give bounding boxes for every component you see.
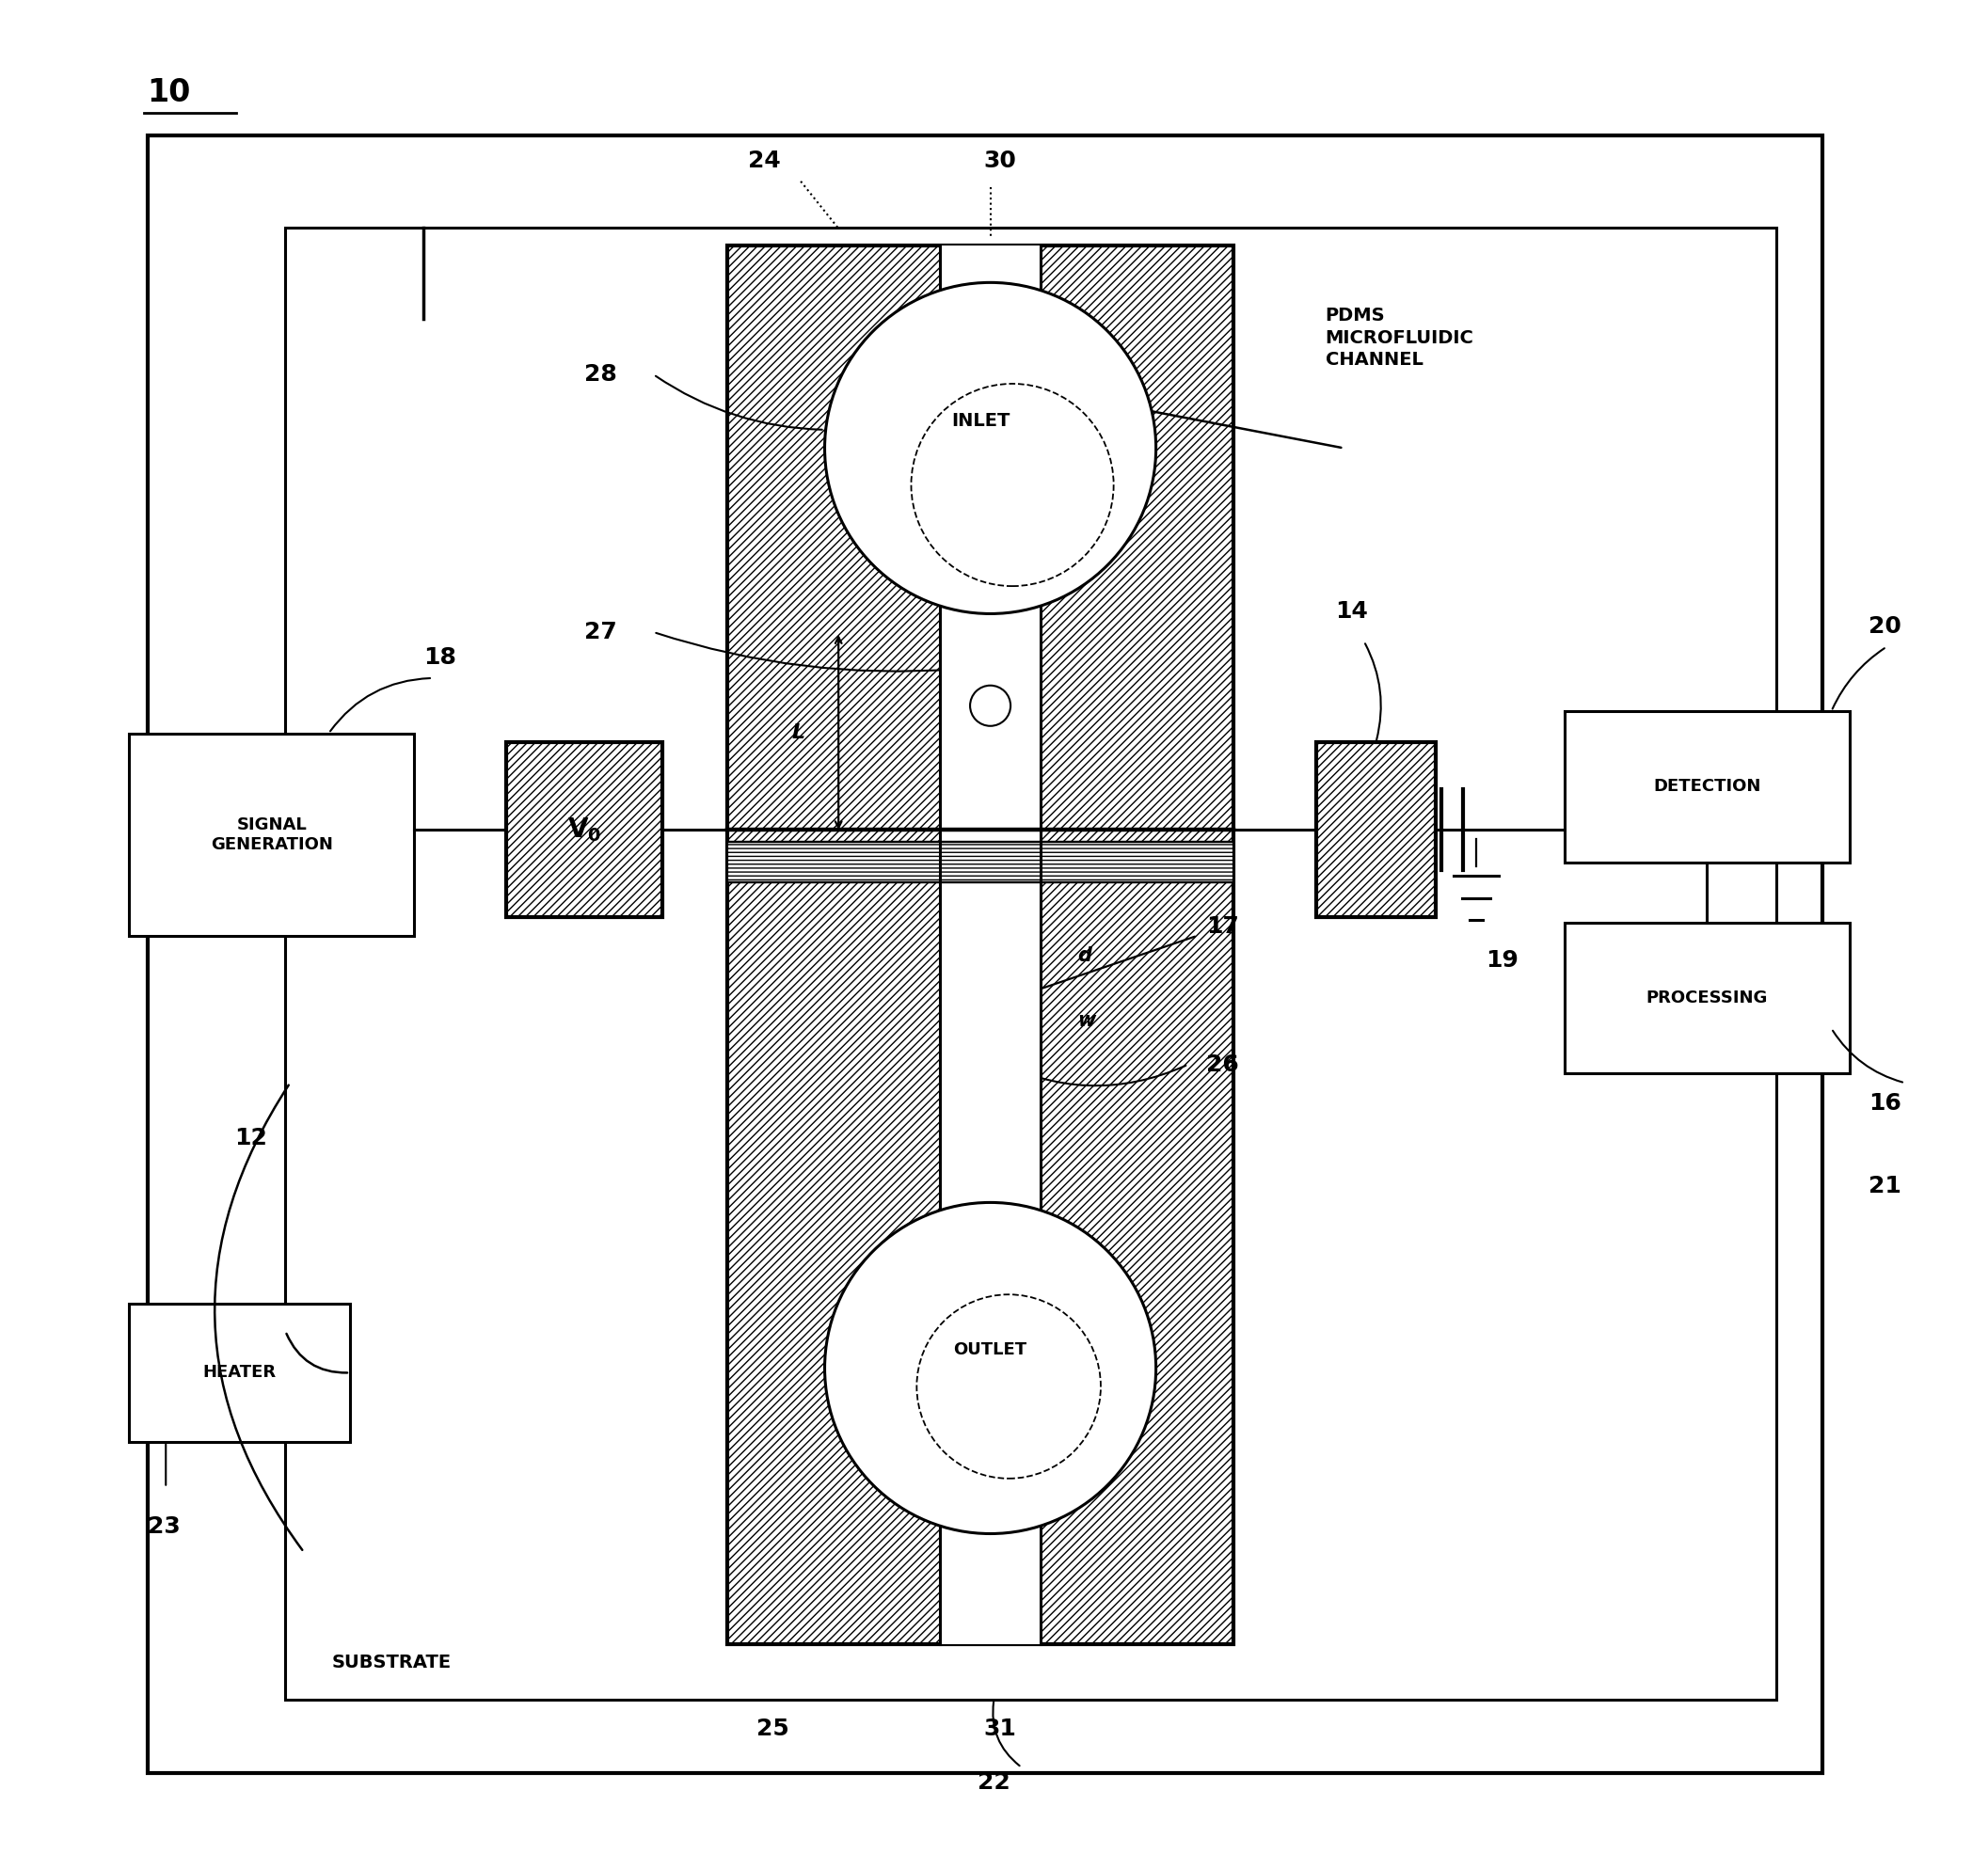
- Text: PDMS
MICROFLUIDIC
CHANNEL: PDMS MICROFLUIDIC CHANNEL: [1326, 308, 1473, 369]
- Bar: [1565, 923, 1849, 1073]
- Text: 16: 16: [1869, 1091, 1901, 1116]
- Bar: [1316, 743, 1435, 917]
- Bar: [129, 734, 414, 936]
- Text: HEATER: HEATER: [203, 1364, 276, 1380]
- Text: 10: 10: [147, 76, 191, 107]
- Text: 20: 20: [1869, 615, 1901, 637]
- Text: w: w: [1077, 1012, 1095, 1030]
- Bar: [728, 841, 1233, 882]
- Text: 27: 27: [584, 621, 616, 643]
- Bar: [507, 743, 662, 917]
- Text: 24: 24: [747, 150, 781, 172]
- Text: 18: 18: [423, 647, 457, 669]
- Bar: [940, 246, 1042, 1644]
- Bar: [1565, 712, 1849, 862]
- Text: $\mathbf{V_0}$: $\mathbf{V_0}$: [567, 815, 602, 843]
- Text: d: d: [1077, 947, 1091, 965]
- Bar: [129, 1305, 350, 1442]
- Text: 14: 14: [1336, 600, 1368, 623]
- Text: SUBSTRATE: SUBSTRATE: [332, 1655, 451, 1671]
- Text: 17: 17: [1207, 915, 1239, 938]
- Bar: [286, 228, 1775, 1699]
- Text: 25: 25: [757, 1718, 789, 1740]
- Text: 23: 23: [147, 1516, 181, 1538]
- Text: PROCESSING: PROCESSING: [1646, 990, 1767, 1006]
- Text: 22: 22: [978, 1771, 1010, 1794]
- Text: 21: 21: [1869, 1175, 1901, 1197]
- Text: INLET: INLET: [952, 411, 1010, 430]
- Circle shape: [970, 686, 1010, 726]
- Bar: [147, 135, 1823, 1773]
- Text: 30: 30: [984, 150, 1016, 172]
- Bar: [728, 841, 1233, 882]
- Text: 28: 28: [584, 363, 616, 385]
- Bar: [728, 246, 1233, 1644]
- Circle shape: [825, 282, 1155, 613]
- Text: 12: 12: [235, 1127, 268, 1149]
- Text: 31: 31: [984, 1718, 1016, 1740]
- Text: L: L: [791, 723, 805, 741]
- Text: SIGNAL
GENERATION: SIGNAL GENERATION: [211, 817, 332, 852]
- Text: 19: 19: [1485, 949, 1519, 973]
- Text: OUTLET: OUTLET: [954, 1342, 1028, 1358]
- Text: 26: 26: [1207, 1053, 1239, 1077]
- Circle shape: [825, 1203, 1155, 1534]
- Text: DETECTION: DETECTION: [1654, 778, 1761, 795]
